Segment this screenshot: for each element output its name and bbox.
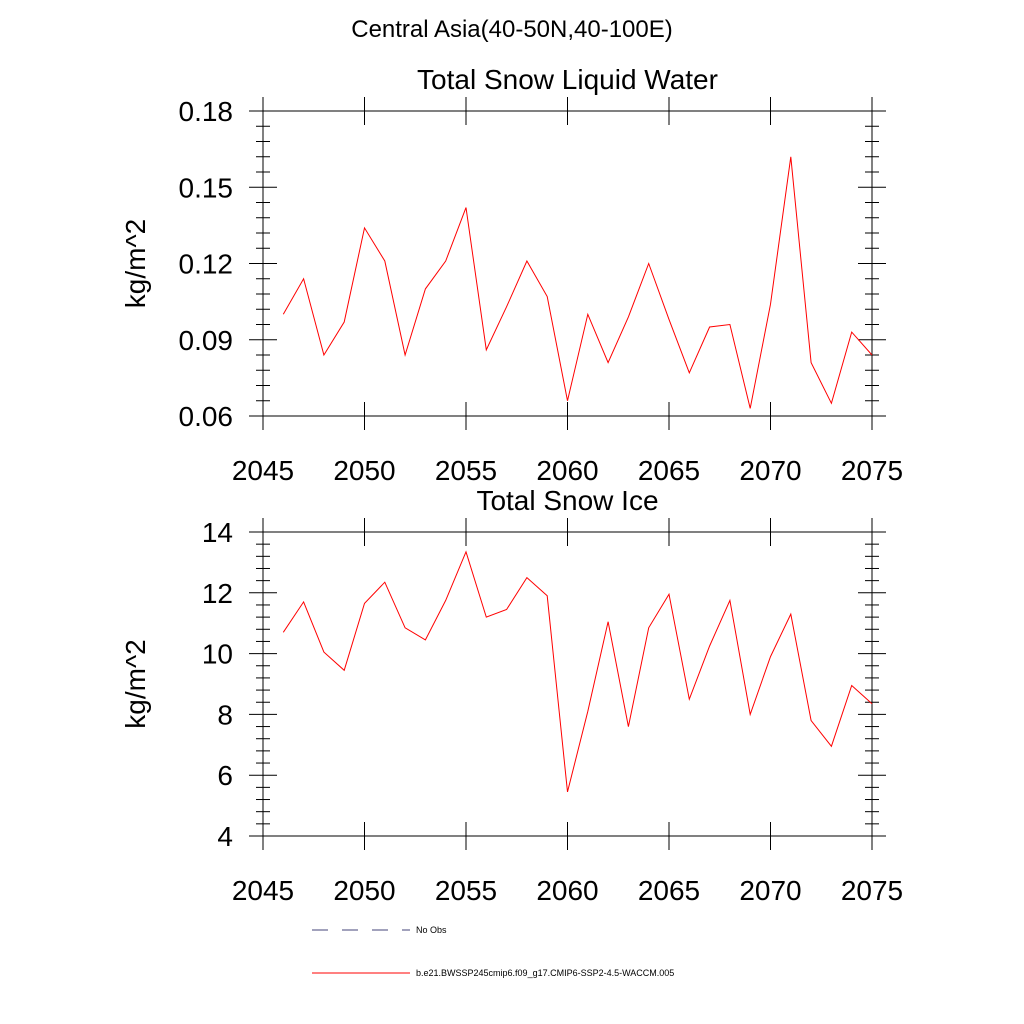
y-tick-label: 0.15: [179, 172, 234, 203]
x-tick-label: 2070: [739, 875, 801, 906]
y-tick-label: 14: [202, 517, 233, 548]
chart-title: Total Snow Liquid Water: [417, 64, 718, 95]
chart-panel-1: 0.06 0.09 0.12 0.15 0.18 2045 2050 2055 2060 2065…: [120, 64, 903, 486]
x-tick-label: 2045: [232, 455, 294, 486]
y-axis-label: kg/m^2: [120, 639, 151, 728]
x-tick-label: 2050: [333, 455, 395, 486]
x-tick-label: 2050: [333, 875, 395, 906]
plot-frame: [262, 110, 873, 417]
x-tick-label: 2075: [841, 875, 903, 906]
x-tick-label: 2075: [841, 455, 903, 486]
legend-label: b.e21.BWSSP245cmip6.f09_g17.CMIP6-SSP2-4…: [416, 968, 674, 978]
y-tick-label: 12: [202, 578, 233, 609]
x-tick-label: 2055: [435, 455, 497, 486]
x-tick-label: 2065: [638, 875, 700, 906]
legend: No Obs b.e21.BWSSP245cmip6.f09_g17.CMIP6-…: [312, 925, 674, 978]
chart-title: Total Snow Ice: [476, 485, 658, 516]
x-tick-label: 2060: [536, 875, 598, 906]
y-tick-label: 0.12: [179, 249, 234, 280]
y-tick-label: 4: [217, 821, 233, 852]
figure-title: Central Asia(40-50N,40-100E): [351, 16, 673, 43]
y-tick-label: 0.06: [179, 401, 234, 432]
x-tick-label: 2070: [739, 455, 801, 486]
chart-panel-2: 4 6 8 10 12 14 2045 2050 2055 2060 2065 2070 2075 Tot…: [120, 485, 903, 906]
y-tick-label: 0.18: [179, 96, 234, 127]
series-line-1: [282, 156, 873, 409]
y-tick-label: 6: [217, 760, 233, 791]
y-tick-label: 8: [217, 699, 233, 730]
x-tick-label: 2065: [638, 455, 700, 486]
y-tick-label: 10: [202, 639, 233, 670]
x-tick-label: 2060: [536, 455, 598, 486]
x-tick-label: 2045: [232, 875, 294, 906]
series-line-1: [282, 550, 873, 793]
y-axis-label: kg/m^2: [120, 219, 151, 308]
legend-label: No Obs: [416, 925, 447, 935]
y-tick-label: 0.09: [179, 325, 234, 356]
x-tick-label: 2055: [435, 875, 497, 906]
